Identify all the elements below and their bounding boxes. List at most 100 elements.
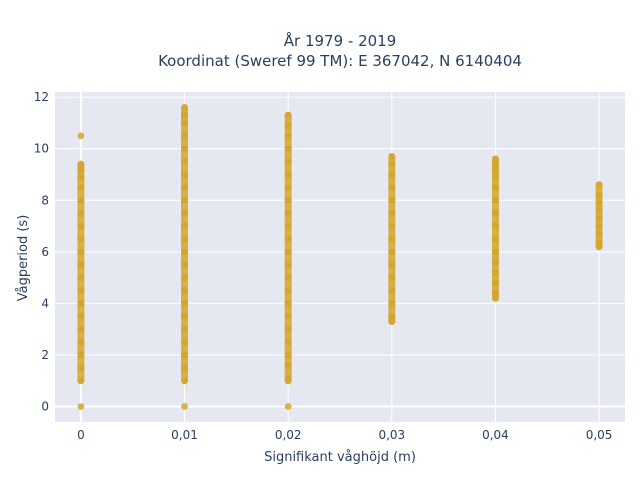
data-point bbox=[284, 196, 292, 204]
data-point bbox=[284, 209, 292, 217]
data-point bbox=[181, 300, 188, 307]
data-point bbox=[181, 364, 188, 372]
data-point bbox=[492, 155, 499, 163]
data-point bbox=[284, 111, 292, 119]
y-tick-label: 2 bbox=[41, 348, 49, 362]
data-point bbox=[284, 222, 292, 230]
data-point bbox=[388, 222, 396, 230]
data-point bbox=[284, 338, 292, 346]
data-point bbox=[181, 325, 188, 333]
data-point bbox=[181, 158, 188, 166]
data-point bbox=[492, 248, 499, 256]
data-point bbox=[77, 222, 85, 230]
data-point bbox=[388, 196, 396, 204]
data-point bbox=[77, 132, 85, 140]
data-point bbox=[388, 318, 396, 325]
data-point bbox=[388, 312, 396, 320]
data-point bbox=[284, 325, 292, 333]
data-point bbox=[492, 289, 499, 297]
chart-title-line1: År 1979 - 2019 bbox=[284, 31, 397, 50]
data-point bbox=[284, 312, 292, 320]
data-point bbox=[181, 338, 188, 346]
data-point bbox=[595, 199, 603, 207]
data-point bbox=[181, 274, 188, 282]
data-point bbox=[77, 183, 85, 191]
data-point bbox=[492, 165, 499, 173]
y-axis-ticks: 0 2 4 6 8 10 12 bbox=[34, 90, 49, 413]
data-point bbox=[388, 171, 396, 178]
data-point bbox=[595, 222, 603, 230]
data-point bbox=[77, 173, 85, 181]
data-point bbox=[77, 364, 85, 372]
data-point bbox=[181, 196, 188, 204]
x-tick-label: 0,04 bbox=[482, 428, 509, 442]
data-point bbox=[388, 274, 396, 282]
data-point bbox=[388, 300, 396, 307]
data-point bbox=[595, 181, 603, 189]
data-point bbox=[77, 312, 85, 320]
data-point bbox=[388, 287, 396, 294]
y-tick-label: 4 bbox=[41, 296, 49, 310]
data-point bbox=[77, 403, 85, 410]
data-point bbox=[77, 274, 85, 282]
data-point bbox=[595, 191, 603, 199]
x-tick-label: 0,02 bbox=[275, 428, 302, 442]
data-point bbox=[492, 279, 499, 287]
data-point bbox=[492, 160, 499, 168]
data-point bbox=[284, 300, 292, 307]
x-tick-label: 0,05 bbox=[586, 428, 613, 442]
data-point bbox=[492, 269, 499, 276]
data-point bbox=[181, 183, 188, 191]
data-point bbox=[388, 183, 396, 191]
data-point bbox=[77, 165, 85, 173]
data-point bbox=[181, 222, 188, 230]
grid bbox=[55, 92, 625, 422]
data-point bbox=[77, 160, 85, 168]
chart-title-line2: Koordinat (Sweref 99 TM): E 367042, N 61… bbox=[158, 52, 522, 70]
data-point bbox=[388, 160, 396, 168]
data-point bbox=[595, 230, 603, 238]
data-point bbox=[181, 248, 188, 256]
data-point bbox=[181, 104, 188, 111]
y-axis-title: Vågperiod (s) bbox=[16, 215, 31, 302]
data-point bbox=[492, 196, 499, 204]
data-point bbox=[181, 312, 188, 320]
y-tick-label: 10 bbox=[34, 142, 49, 156]
data-point bbox=[595, 214, 603, 222]
data-point bbox=[595, 239, 603, 247]
data-point bbox=[492, 222, 499, 230]
data-point bbox=[492, 209, 499, 217]
data-point bbox=[181, 261, 188, 269]
data-point bbox=[77, 351, 85, 359]
data-point bbox=[284, 351, 292, 359]
data-point bbox=[181, 235, 188, 243]
data-points bbox=[77, 103, 603, 410]
data-point bbox=[388, 261, 396, 269]
data-point bbox=[77, 261, 85, 269]
data-point bbox=[284, 287, 292, 294]
data-point bbox=[388, 248, 396, 256]
data-point bbox=[181, 119, 188, 127]
data-point bbox=[181, 171, 188, 178]
data-point bbox=[181, 377, 188, 385]
x-tick-label: 0,01 bbox=[171, 428, 198, 442]
data-point bbox=[77, 235, 85, 243]
data-point bbox=[181, 145, 188, 153]
data-point bbox=[77, 325, 85, 333]
data-point bbox=[77, 287, 85, 294]
data-point bbox=[284, 132, 292, 140]
data-point bbox=[181, 403, 188, 410]
data-point bbox=[492, 294, 499, 302]
data-point bbox=[492, 173, 499, 181]
data-point bbox=[284, 361, 292, 369]
data-point bbox=[492, 258, 499, 266]
plot-area bbox=[55, 92, 625, 422]
y-tick-label: 12 bbox=[34, 90, 49, 104]
y-tick-label: 8 bbox=[41, 193, 49, 207]
data-point bbox=[284, 171, 292, 178]
data-point bbox=[181, 111, 188, 119]
data-point bbox=[77, 248, 85, 256]
data-point bbox=[492, 183, 499, 191]
data-point bbox=[284, 183, 292, 191]
